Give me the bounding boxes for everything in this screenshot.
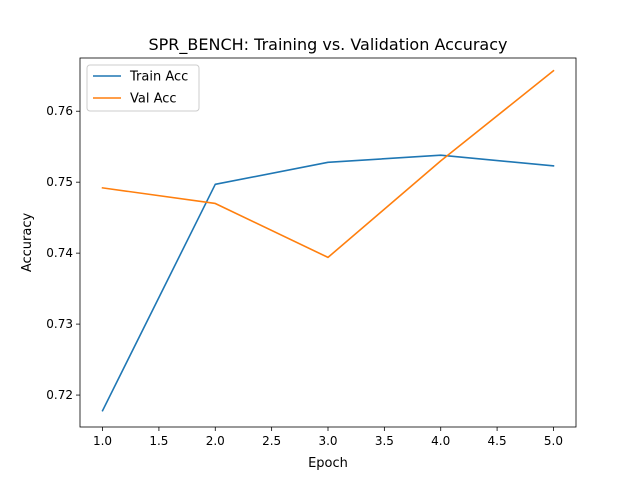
y-tick-label: 0.74 [46,246,73,260]
x-tick-label: 4.5 [488,434,507,448]
x-tick-label: 3.5 [375,434,394,448]
x-tick-label: 4.0 [431,434,450,448]
x-axis-label: Epoch [308,456,348,471]
legend: Train Acc Val Acc [86,64,200,112]
x-tick-label: 2.5 [262,434,281,448]
x-axis-ticks: 1.0 1.5 2.0 2.5 3.0 3.5 4.0 4.5 5.0 [93,427,563,448]
y-tick-label: 0.75 [46,175,73,189]
x-tick-label: 1.0 [93,434,112,448]
y-axis-ticks: 0.72 0.73 0.74 0.75 0.76 [46,104,80,402]
legend-label: Val Acc [130,92,177,107]
x-tick-label: 3.0 [318,434,337,448]
series-layer [101,69,555,412]
plot-area [80,58,576,427]
x-tick-label: 2.0 [206,434,225,448]
y-tick-label: 0.72 [46,388,73,402]
y-axis-label: Accuracy [20,213,35,273]
x-tick-label: 5.0 [544,434,563,448]
x-tick-label: 1.5 [149,434,168,448]
y-tick-label: 0.73 [46,317,73,331]
legend-label: Train Acc [129,70,188,85]
chart-title: SPR_BENCH: Training vs. Validation Accur… [149,35,508,55]
y-tick-label: 0.76 [46,104,73,118]
